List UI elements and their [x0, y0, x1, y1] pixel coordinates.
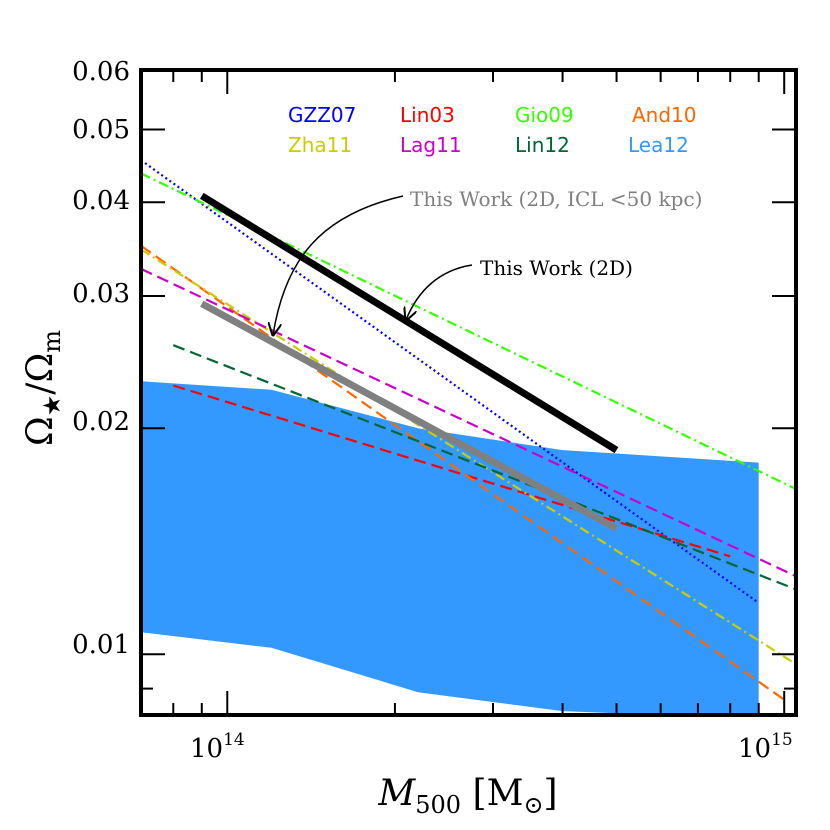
legend: GZZ07 Lin03 Gio09 And10 Zha11 Lag11 Lin1… — [288, 103, 697, 157]
annotation-this-work-icl: This Work (2D, ICL <50 kpc) — [410, 187, 702, 211]
y-tick-labels: 0.01 0.02 0.03 0.04 0.05 0.06 — [72, 57, 130, 660]
series-lag11 — [141, 267, 796, 578]
series-zha11 — [141, 248, 796, 666]
y-tick-label-0.04: 0.04 — [72, 186, 130, 216]
y-tick-label-0.06: 0.06 — [72, 57, 130, 87]
series-lin03 — [172, 384, 731, 558]
lea12-band — [141, 381, 759, 715]
x-tick-label-1e14: 1014 — [190, 730, 245, 764]
series-and10 — [141, 244, 785, 701]
legend-gio09: Gio09 — [515, 103, 574, 127]
x-tick-label-1e15: 1015 — [738, 730, 793, 764]
y-tick-label-0.01: 0.01 — [72, 630, 130, 660]
annotations: This Work (2D, ICL <50 kpc) This Work (2… — [273, 187, 702, 335]
annotation-arrow-2d — [406, 264, 473, 320]
y-tick-label-0.05: 0.05 — [72, 115, 130, 145]
legend-zha11: Zha11 — [288, 133, 352, 157]
series-layer — [141, 159, 796, 701]
legend-lin12: Lin12 — [515, 133, 570, 157]
x-axis-label: M500 [M⊙] — [377, 773, 557, 819]
y-tick-label-0.03: 0.03 — [72, 279, 130, 309]
tick-layer — [141, 69, 796, 715]
y-axis-label: Ω★/Ωm — [20, 330, 66, 446]
legend-and10: And10 — [632, 103, 697, 127]
series-this-work-2d-icl-50-kpc — [200, 300, 619, 532]
y-tick-label-0.02: 0.02 — [72, 407, 130, 437]
legend-gzz07: GZZ07 — [288, 103, 356, 127]
legend-lin03: Lin03 — [400, 103, 455, 127]
plot-frame — [139, 68, 798, 717]
series-gzz07 — [141, 159, 760, 604]
series-lin12 — [172, 344, 796, 591]
annotation-arrow-icl — [273, 195, 404, 335]
legend-lag11: Lag11 — [400, 133, 462, 157]
annotation-this-work-2d: This Work (2D) — [480, 256, 633, 280]
legend-lea12: Lea12 — [628, 133, 689, 157]
